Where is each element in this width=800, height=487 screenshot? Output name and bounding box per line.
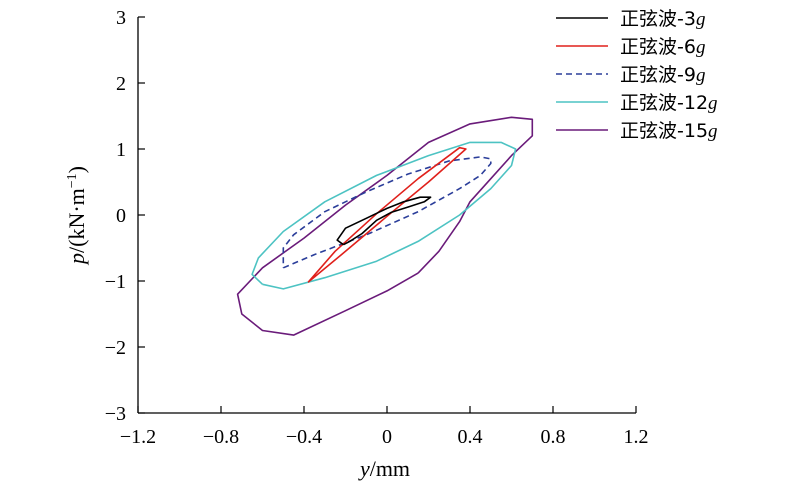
- y-tick-label: −2: [105, 337, 126, 359]
- legend-label-unit: g: [696, 37, 706, 58]
- y-axis-unit-prefix: /(kN·m: [64, 188, 89, 253]
- legend-label-text: 正弦波-12: [620, 92, 708, 114]
- legend-label-2: 正弦波-9g: [620, 64, 705, 86]
- y-tick-label: −3: [105, 403, 126, 425]
- legend-label-unit: g: [708, 121, 718, 142]
- y-axis-variable: p: [64, 253, 89, 266]
- y-tick-label: 0: [116, 205, 126, 227]
- y-tick-label: 2: [116, 73, 126, 95]
- legend-label-text: 正弦波-9: [620, 64, 696, 86]
- y-axis-unit-suffix: ): [64, 166, 89, 173]
- legend-label-text: 正弦波-3: [620, 8, 696, 30]
- y-axis-unit-exponent: −1: [65, 173, 80, 188]
- legend-label-text: 正弦波-15: [620, 120, 708, 142]
- legend-label-1: 正弦波-6g: [620, 36, 705, 58]
- y-tick-label: 1: [116, 139, 126, 161]
- x-tick-label: −1.2: [120, 426, 156, 448]
- y-axis-title: p/(kN·m−1): [64, 166, 89, 266]
- y-tick-label: −1: [105, 271, 126, 293]
- x-tick-label: −0.4: [286, 426, 322, 448]
- legend-label-unit: g: [696, 9, 706, 30]
- series-line-0: [336, 196, 432, 246]
- x-tick-label: 0: [382, 426, 392, 448]
- legend-label-0: 正弦波-3g: [620, 8, 705, 30]
- x-tick-label: 1.2: [624, 426, 649, 448]
- x-axis-variable: y: [358, 456, 370, 481]
- y-tick-label: 3: [116, 7, 126, 29]
- legend-label-text: 正弦波-6: [620, 36, 696, 58]
- plot-lines: [236, 116, 534, 336]
- legend-label-3: 正弦波-12g: [620, 92, 718, 114]
- x-tick-label: 0.8: [541, 426, 566, 448]
- series-line-3: [251, 141, 517, 290]
- x-axis-unit: /mm: [370, 456, 410, 481]
- x-axis-title: y/mm: [358, 456, 410, 481]
- series-line-4: [236, 116, 534, 336]
- legend-label-unit: g: [708, 93, 718, 114]
- x-tick-label: −0.8: [203, 426, 239, 448]
- series-line-1: [307, 146, 467, 283]
- ticks: −1.2 −0.8 −0.4 0 0.4 0.8 1.2 −3 −2 −1 0 1 2 3: [105, 7, 649, 448]
- x-tick-label: 0.4: [458, 426, 483, 448]
- series-line-2: [282, 156, 492, 269]
- legend-label-unit: g: [696, 65, 706, 86]
- legend-label-4: 正弦波-15g: [620, 120, 718, 142]
